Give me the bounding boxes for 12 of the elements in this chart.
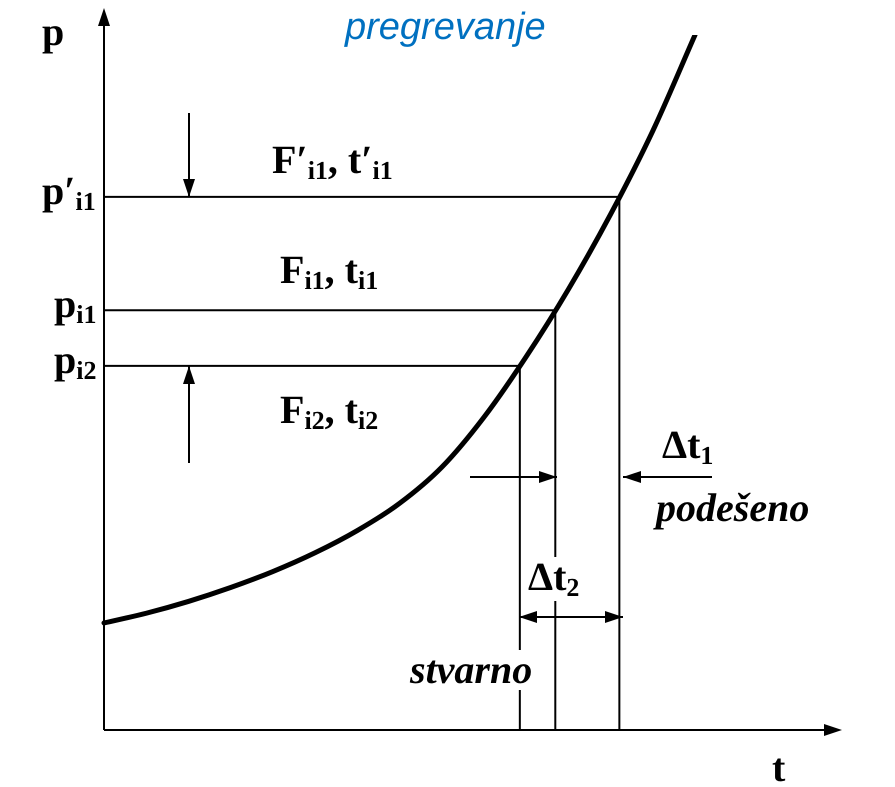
ref-line-label: p$_{i1}$ [54, 281, 96, 330]
annotation: F′$_{i1}$, t′$_{i1}$ [272, 137, 393, 185]
annotation: F$_{i1}$, t$_{i1}$ [280, 247, 378, 295]
annotation: pregrevanje [345, 6, 546, 48]
annotation: Δt$_{1}$ [662, 422, 714, 470]
annotation: stvarno [410, 647, 532, 692]
ref-line-label: p′$_{i1}$ [42, 168, 96, 216]
ref-line-label: p$_{i2}$ [54, 336, 96, 385]
y-axis-title: p [42, 9, 64, 54]
x-axis-title: t [772, 745, 786, 787]
annotation: F$_{i2}$, t$_{i2}$ [280, 387, 378, 435]
annotation: Δt$_{2}$ [528, 554, 580, 602]
